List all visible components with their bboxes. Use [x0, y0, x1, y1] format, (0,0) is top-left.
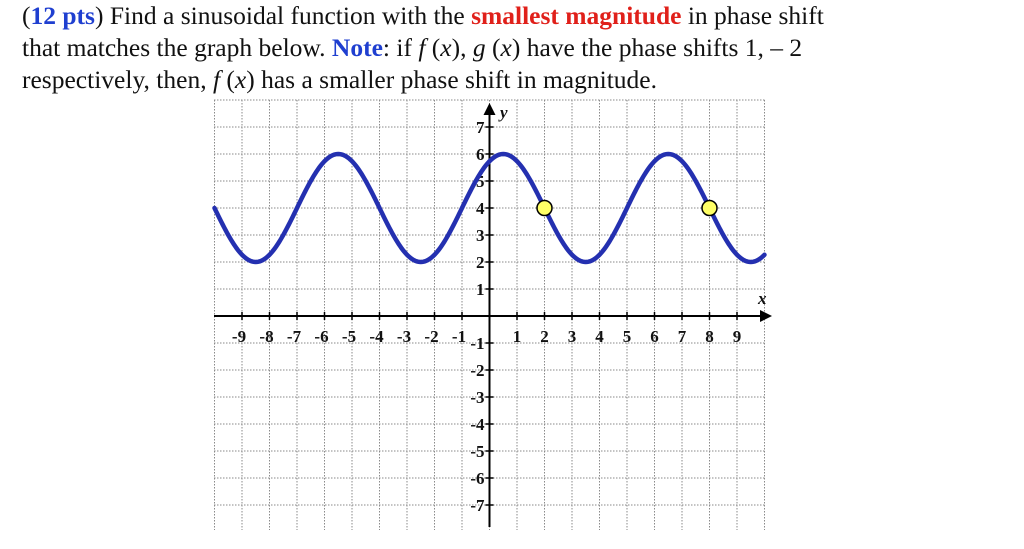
function-f: f — [418, 33, 426, 62]
emphasis-smallest-magnitude: smallest magnitude — [471, 1, 682, 30]
x-tick-label: 2 — [540, 327, 549, 346]
x-tick-label: -1 — [452, 327, 466, 346]
question-line-3: respectively, then, f (x) has a smaller … — [22, 64, 1022, 96]
y-tick-label: 2 — [476, 253, 485, 272]
axes: xy — [214, 103, 772, 527]
y-tick-label: -7 — [470, 496, 485, 515]
y-tick-label: -5 — [470, 442, 484, 461]
y-tick-label: -2 — [470, 361, 484, 380]
x-tick-label: -9 — [232, 327, 246, 346]
x-tick-label: -5 — [342, 327, 356, 346]
y-tick-label: 6 — [476, 145, 485, 164]
y-tick-label: 5 — [476, 172, 485, 191]
y-tick-label: -3 — [470, 388, 484, 407]
x-tick-label: -7 — [287, 327, 302, 346]
points-label: 12 pts — [30, 1, 95, 30]
y-tick-label: 7 — [476, 118, 485, 137]
question-text-segment: ), — [451, 33, 473, 62]
highlighted-point — [701, 199, 718, 217]
y-tick-label: -6 — [470, 469, 484, 488]
question-line-2: that matches the graph below. Note: if f… — [22, 32, 1022, 64]
x-tick-label: 8 — [705, 327, 714, 346]
question-text-segment: ( — [220, 65, 235, 94]
question-text-segment: ) have the phase shifts 1, – 2 — [511, 33, 803, 62]
question-text-segment: in phase shift — [681, 1, 824, 30]
x-tick-label: 7 — [678, 327, 687, 346]
question-text-segment: Find a sinusoidal function with the — [109, 1, 472, 30]
x-tick-label: -3 — [397, 327, 411, 346]
variable-x: x — [440, 33, 452, 62]
question-text-segment: ) has a smaller phase shift in magnitude… — [246, 65, 657, 94]
question-text-segment: ( — [425, 33, 441, 62]
x-tick-label: 5 — [623, 327, 632, 346]
tick-labels: -9 -8 -7 -6 -5 -4 -3 -2 -1 1 2 3 4 5 6 7 8 9-7-6-5-4-3-2-… — [232, 118, 741, 515]
question-text-segment: ( — [485, 33, 501, 62]
y-tick-label: 3 — [476, 226, 485, 245]
question-text-segment: respectively, then, — [22, 65, 213, 94]
y-tick-label: -1 — [470, 334, 484, 353]
highlighted-point — [536, 199, 553, 217]
grid-lines — [214, 99, 765, 530]
y-tick-label: 4 — [476, 199, 485, 218]
function-g: g — [472, 33, 486, 62]
x-tick-label: 1 — [513, 327, 522, 346]
x-tick-label: 3 — [568, 327, 577, 346]
x-tick-label: 6 — [650, 327, 659, 346]
y-tick-label: 1 — [476, 280, 485, 299]
sinusoid-curve — [212, 151, 767, 265]
x-tick-label: -4 — [369, 327, 384, 346]
variable-x: x — [234, 65, 247, 94]
function-f: f — [212, 65, 221, 94]
question-line-1: (12 pts) Find a sinusoidal function with… — [22, 1, 824, 30]
x-tick-label: 9 — [733, 327, 742, 346]
x-tick-label: -6 — [314, 327, 328, 346]
x-axis-arrow-icon — [760, 310, 772, 322]
x-tick-label: -8 — [259, 327, 273, 346]
question-text: (12 pts) Find a sinusoidal function with… — [22, 0, 1022, 96]
highlighted-points — [536, 199, 718, 217]
question-text-segment: that matches the graph below. — [22, 33, 332, 62]
y-tick-label: -4 — [470, 415, 485, 434]
y-axis-label: y — [498, 103, 508, 122]
note-label: Note — [331, 33, 383, 62]
question-text-segment: : if — [382, 33, 419, 62]
y-axis-arrow-icon — [483, 103, 496, 115]
x-axis-label: x — [757, 289, 767, 308]
x-tick-label: -2 — [424, 327, 438, 346]
x-tick-label: 4 — [595, 327, 604, 346]
variable-x: x — [500, 33, 512, 62]
